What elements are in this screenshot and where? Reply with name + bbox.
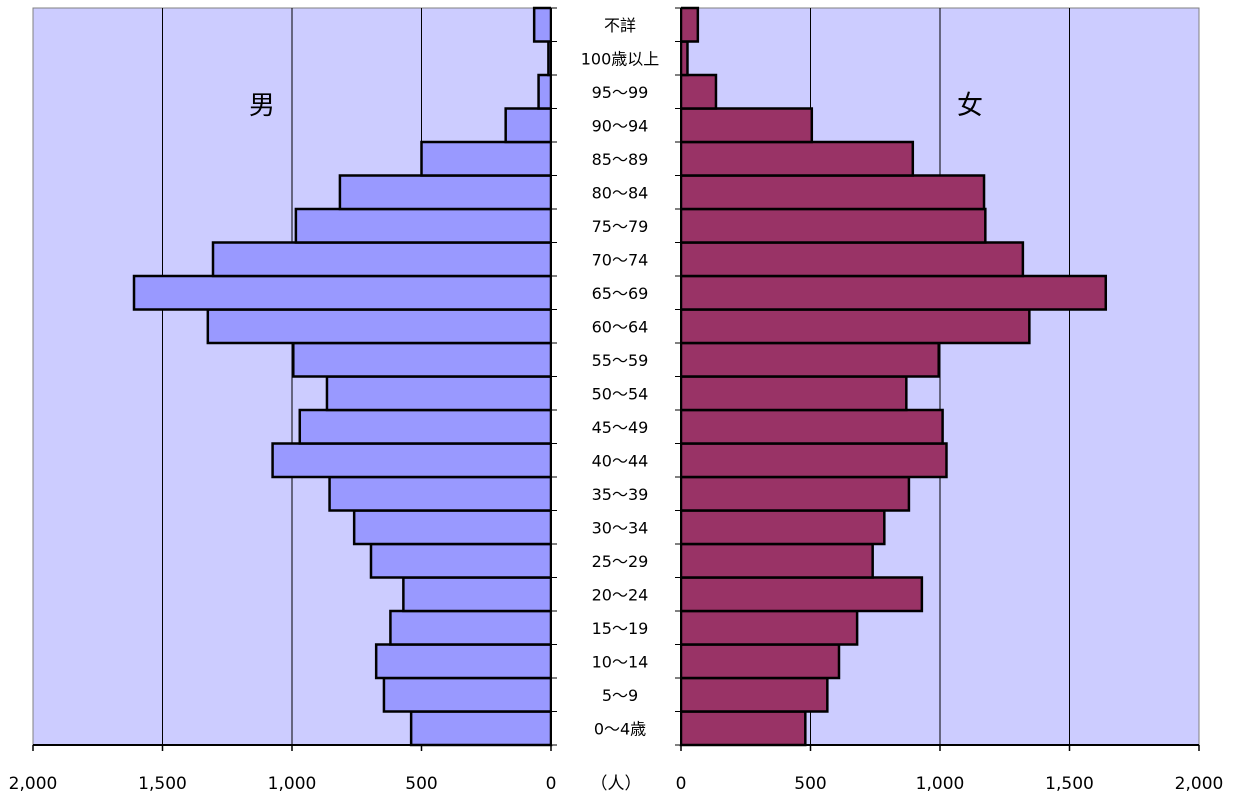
age-label-column	[551, 0, 681, 745]
female-bar	[679, 341, 940, 378]
male-bar	[532, 6, 553, 43]
age-label: 0〜4歳	[594, 719, 646, 738]
male-bar	[352, 509, 553, 546]
male-bar	[374, 643, 553, 680]
female-bar	[679, 308, 1031, 345]
female-bar	[679, 442, 948, 479]
male-bar	[402, 576, 553, 613]
male-bar	[504, 107, 553, 144]
age-label: 75〜79	[592, 217, 649, 236]
tick-label-right: 1,500	[1045, 774, 1094, 794]
age-label: 80〜84	[592, 183, 649, 202]
age-label: 35〜39	[592, 485, 649, 504]
tick-label-left: 0	[546, 774, 557, 794]
male-bar	[369, 542, 553, 579]
male-label: 男	[249, 91, 275, 121]
age-label: 100歳以上	[581, 49, 660, 68]
tick-labels: 0 0 500 500 1,000 1,000 1,500 1,500 2,000 2,000	[9, 774, 1224, 794]
female-bar	[679, 6, 700, 43]
male-bar	[211, 241, 553, 278]
female-bar	[679, 207, 987, 244]
age-label: 15〜19	[592, 619, 649, 638]
female-bar	[679, 576, 924, 613]
female-bar	[679, 408, 944, 445]
age-label: 70〜74	[592, 250, 649, 269]
age-label: 25〜29	[592, 552, 649, 571]
male-bar	[206, 308, 553, 345]
age-label: 5〜9	[602, 686, 638, 705]
male-bar	[409, 710, 553, 747]
female-bar	[679, 174, 986, 211]
female-bar	[679, 140, 915, 177]
age-label: 95〜99	[592, 83, 649, 102]
female-bar	[679, 274, 1108, 311]
female-bar	[679, 676, 829, 713]
female-bar	[679, 643, 841, 680]
male-bar	[389, 609, 553, 646]
unit-label: （人）	[591, 774, 642, 794]
male-bar	[338, 174, 553, 211]
tick-label-right: 1,000	[916, 774, 965, 794]
male-bar	[271, 442, 553, 479]
age-label: 65〜69	[592, 284, 649, 303]
female-bar	[679, 475, 911, 512]
age-label: 不詳	[604, 16, 636, 35]
age-label: 90〜94	[592, 116, 649, 135]
age-label: 85〜89	[592, 150, 649, 169]
age-label: 55〜59	[592, 351, 649, 370]
male-bar	[420, 140, 553, 177]
male-bar	[294, 207, 553, 244]
female-bar	[679, 241, 1025, 278]
age-label: 50〜54	[592, 384, 649, 403]
female-bar	[679, 107, 814, 144]
tick-label-right: 500	[794, 774, 826, 794]
tick-label-right: 2,000	[1175, 774, 1224, 794]
male-bar	[537, 73, 553, 110]
tick-label-left: 500	[405, 774, 437, 794]
tick-label-left: 1,000	[268, 774, 317, 794]
female-bar	[679, 609, 859, 646]
age-label: 10〜14	[592, 652, 649, 671]
age-label: 40〜44	[592, 451, 649, 470]
male-bar	[292, 341, 553, 378]
female-bar	[679, 73, 718, 110]
female-bar	[679, 509, 886, 546]
male-bar	[328, 475, 553, 512]
male-bar	[132, 274, 553, 311]
male-bar	[298, 408, 553, 445]
male-bar	[382, 676, 553, 713]
female-bar	[679, 542, 874, 579]
female-bars	[679, 6, 1108, 747]
female-bar	[679, 375, 908, 412]
age-label: 45〜49	[592, 418, 649, 437]
male-bar	[325, 375, 553, 412]
tick-label-left: 2,000	[9, 774, 58, 794]
age-label: 30〜34	[592, 518, 649, 537]
age-label: 20〜24	[592, 585, 649, 604]
x-axis	[32, 744, 1200, 751]
age-labels: 0〜4歳 5〜9 10〜14 15〜19 20〜24 25〜29 30〜34 35〜39 40〜…	[550, 7, 682, 746]
female-bar	[679, 710, 807, 747]
tick-label-left: 1,500	[138, 774, 187, 794]
female-label: 女	[957, 91, 983, 121]
age-label: 60〜64	[592, 317, 649, 336]
tick-label-right: 0	[676, 774, 687, 794]
